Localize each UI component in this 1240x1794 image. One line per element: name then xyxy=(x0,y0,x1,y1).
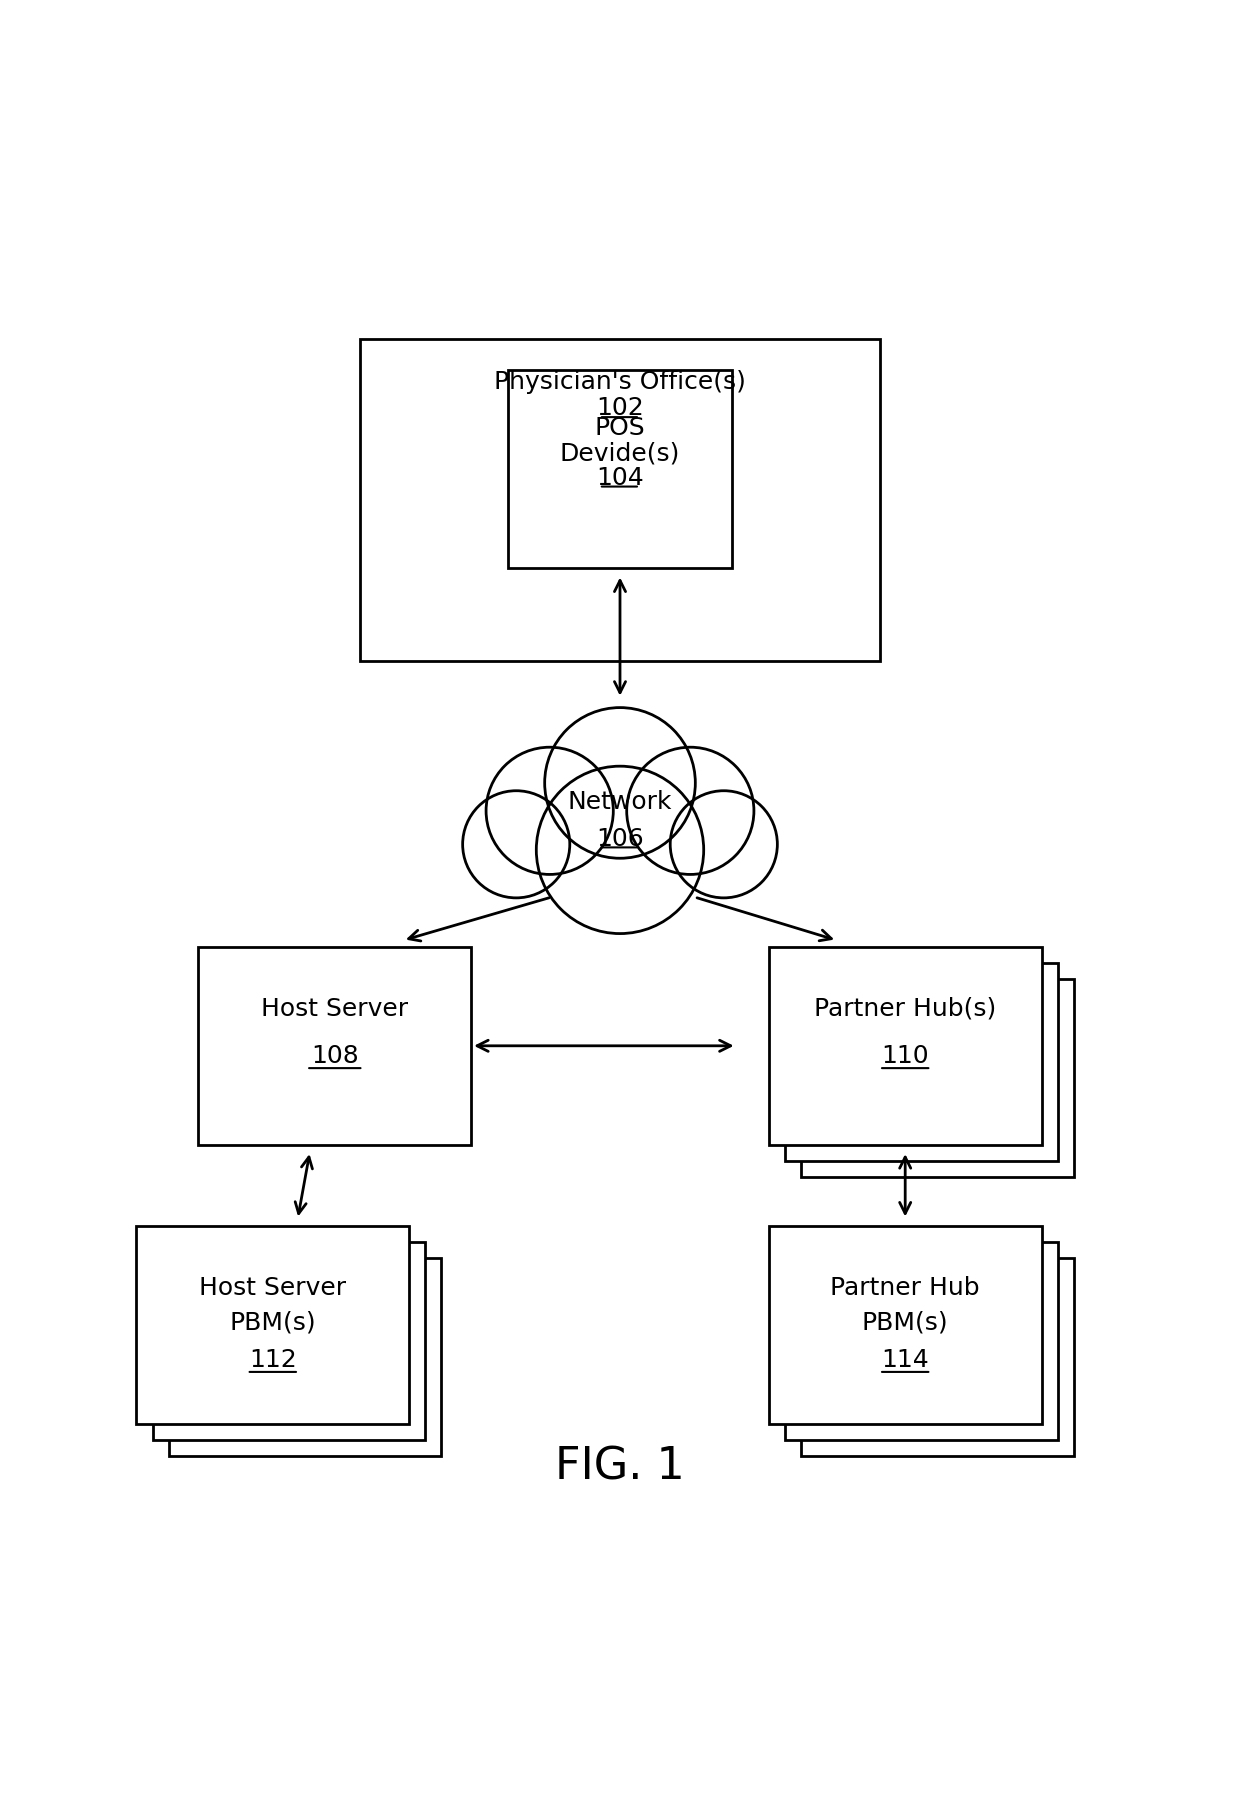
Text: Host Server: Host Server xyxy=(200,1276,346,1299)
Text: Devide(s): Devide(s) xyxy=(559,441,681,465)
FancyBboxPatch shape xyxy=(769,1225,1042,1424)
Circle shape xyxy=(544,707,696,858)
Text: Host Server: Host Server xyxy=(262,997,408,1021)
FancyBboxPatch shape xyxy=(136,1225,409,1424)
FancyBboxPatch shape xyxy=(169,1258,441,1457)
Text: POS: POS xyxy=(595,416,645,440)
FancyBboxPatch shape xyxy=(785,1241,1058,1441)
Text: 106: 106 xyxy=(596,827,644,850)
Circle shape xyxy=(536,766,704,933)
FancyBboxPatch shape xyxy=(801,980,1074,1177)
Circle shape xyxy=(486,748,614,874)
Text: 108: 108 xyxy=(311,1044,358,1067)
FancyBboxPatch shape xyxy=(508,370,732,569)
Circle shape xyxy=(463,791,569,897)
Text: Network: Network xyxy=(568,789,672,813)
FancyBboxPatch shape xyxy=(769,947,1042,1145)
FancyBboxPatch shape xyxy=(785,963,1058,1161)
Text: 104: 104 xyxy=(596,466,644,490)
Text: Partner Hub(s): Partner Hub(s) xyxy=(815,997,996,1021)
Text: 114: 114 xyxy=(882,1347,929,1372)
FancyBboxPatch shape xyxy=(801,1258,1074,1457)
FancyBboxPatch shape xyxy=(360,339,880,662)
Text: PBM(s): PBM(s) xyxy=(862,1310,949,1335)
Text: 102: 102 xyxy=(596,396,644,420)
Text: 112: 112 xyxy=(249,1347,296,1372)
Text: 110: 110 xyxy=(882,1044,929,1067)
Circle shape xyxy=(670,791,777,897)
Text: Partner Hub: Partner Hub xyxy=(831,1276,980,1299)
Text: FIG. 1: FIG. 1 xyxy=(556,1446,684,1489)
Text: PBM(s): PBM(s) xyxy=(229,1310,316,1335)
Text: Physician's Office(s): Physician's Office(s) xyxy=(494,370,746,395)
FancyBboxPatch shape xyxy=(198,947,471,1145)
FancyBboxPatch shape xyxy=(153,1241,425,1441)
Circle shape xyxy=(626,748,754,874)
